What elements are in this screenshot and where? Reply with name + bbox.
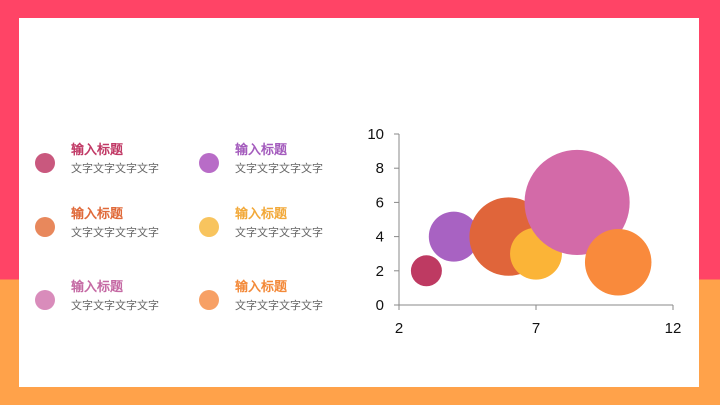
y-tick-label: 8 bbox=[376, 160, 384, 177]
legend-title: 输入标题 bbox=[235, 207, 288, 222]
legend-desc: 文字文字文字文字 bbox=[71, 226, 159, 239]
legend-dot bbox=[199, 217, 219, 237]
bubble bbox=[410, 255, 442, 287]
legend-title: 输入标题 bbox=[71, 280, 124, 295]
bubble bbox=[584, 229, 652, 296]
legend-item: 输入标题 文字文字文字文字 bbox=[35, 207, 185, 257]
legend-title: 输入标题 bbox=[235, 280, 288, 295]
legend-dot bbox=[35, 217, 55, 237]
y-tick-label: 2 bbox=[376, 263, 384, 280]
y-tick-label: 10 bbox=[367, 126, 384, 143]
legend-item: 输入标题 文字文字文字文字 bbox=[199, 207, 349, 257]
y-tick-label: 6 bbox=[376, 194, 384, 211]
legend-item: 输入标题 文字文字文字文字 bbox=[199, 143, 349, 193]
legend-item: 输入标题 文字文字文字文字 bbox=[199, 280, 349, 330]
legend-desc: 文字文字文字文字 bbox=[235, 162, 323, 175]
legend-title: 输入标题 bbox=[71, 207, 124, 222]
legend-dot bbox=[199, 153, 219, 173]
legend-desc: 文字文字文字文字 bbox=[235, 299, 323, 312]
legend-item: 输入标题 文字文字文字文字 bbox=[35, 143, 185, 193]
bubble bbox=[524, 149, 630, 255]
legend-dot bbox=[35, 290, 55, 310]
legend-dot bbox=[199, 290, 219, 310]
x-tick-label: 7 bbox=[532, 320, 540, 337]
x-tick-label: 2 bbox=[395, 320, 403, 337]
legend-desc: 文字文字文字文字 bbox=[235, 226, 323, 239]
y-tick-label: 4 bbox=[376, 229, 384, 246]
bubble bbox=[428, 211, 479, 262]
y-tick-label: 0 bbox=[376, 297, 384, 314]
legend-dot bbox=[35, 153, 55, 173]
legend-item: 输入标题 文字文字文字文字 bbox=[35, 280, 185, 330]
legend-desc: 文字文字文字文字 bbox=[71, 299, 159, 312]
legend-desc: 文字文字文字文字 bbox=[71, 162, 159, 175]
x-tick-label: 12 bbox=[665, 320, 682, 337]
legend-title: 输入标题 bbox=[235, 143, 288, 158]
legend-title: 输入标题 bbox=[71, 143, 124, 158]
